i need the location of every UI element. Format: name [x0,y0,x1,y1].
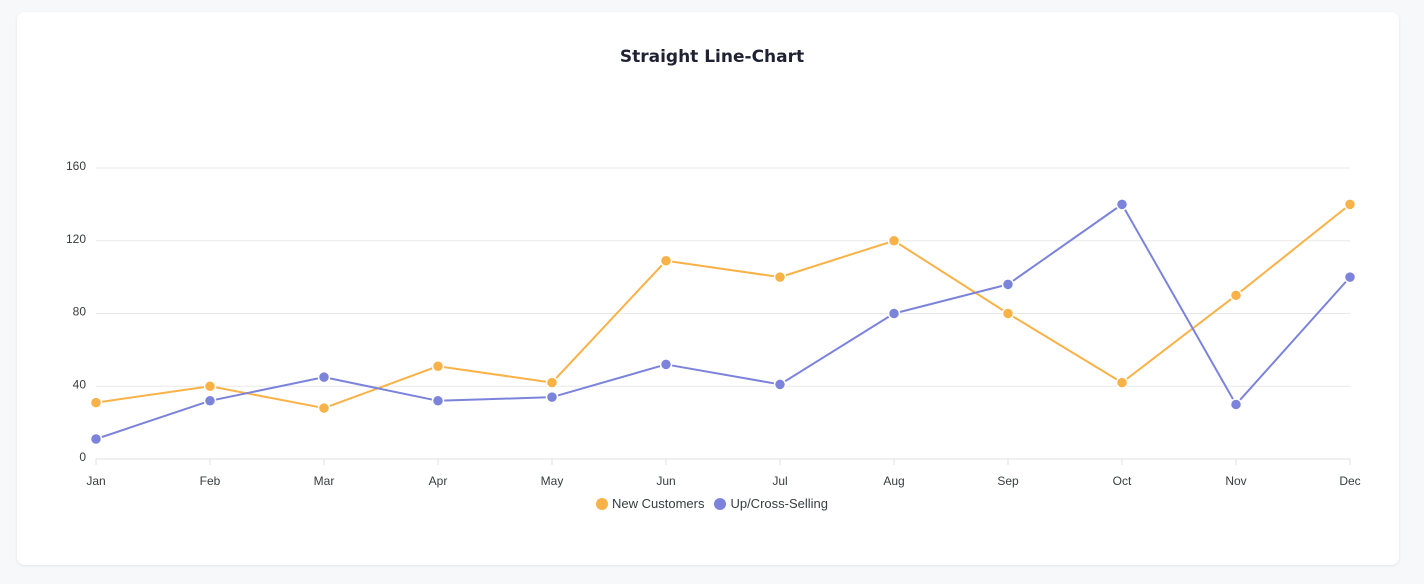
data-point-new-customers [89,396,103,409]
data-point-new-customers [203,380,217,393]
data-point-up-cross-selling [317,370,331,384]
data-point-up-cross-selling [887,307,901,320]
x-tick-label: Apr [429,474,448,488]
legend-marker-up-cross-selling [714,497,727,510]
x-tick-label: Feb [200,474,221,488]
y-tick-label: 40 [73,377,87,391]
chart-card [17,12,1399,565]
x-tick-label: Jul [772,474,787,488]
data-point-up-cross-selling [1229,398,1243,411]
legend-label-up-cross-selling: Up/Cross-Selling [730,496,828,511]
data-point-new-customers [431,359,445,373]
data-point-new-customers [659,254,673,268]
data-point-up-cross-selling [773,378,787,391]
legend-item-up-cross-selling[interactable]: Up/Cross-Selling [714,496,828,511]
data-point-new-customers [1343,198,1357,211]
data-point-new-customers [1001,307,1015,320]
data-point-new-customers [1115,376,1129,389]
chart-title: Straight Line-Chart [619,47,805,67]
series-line-new-customers [95,203,1351,410]
x-tick-label: Oct [1113,474,1132,488]
legend-label-new-customers: New Customers [611,496,705,511]
data-point-up-cross-selling [1115,198,1129,211]
data-point-new-customers [317,401,331,415]
data-point-new-customers [1229,289,1243,302]
data-point-new-customers [887,234,901,247]
data-point-up-cross-selling [659,358,673,371]
data-point-new-customers [545,376,559,389]
legend-marker-new-customers [595,497,608,510]
x-tick-label: Dec [1339,474,1360,488]
series-line-up-cross-selling [95,203,1351,440]
data-point-up-cross-selling [89,432,103,446]
data-point-up-cross-selling [545,390,559,404]
data-point-new-customers [773,270,787,284]
legend-item-new-customers[interactable]: New Customers [595,496,705,511]
data-point-up-cross-selling [1343,270,1357,284]
x-tick-label: Sep [997,474,1019,488]
x-tick-label: Mar [314,474,335,488]
x-tick-label: Aug [883,474,904,488]
data-point-up-cross-selling [203,394,217,408]
data-point-up-cross-selling [1001,278,1015,291]
y-tick-label: 0 [79,450,86,464]
data-point-up-cross-selling [431,394,445,408]
x-tick-label: Jun [656,474,675,488]
chart-legend: New Customers Up/Cross-Selling [0,496,1424,511]
x-tick-label: May [541,474,564,488]
y-tick-label: 160 [66,159,86,173]
x-tick-label: Nov [1225,474,1246,488]
y-tick-label: 80 [73,305,87,319]
x-tick-label: Jan [86,474,105,488]
y-tick-label: 120 [66,232,86,246]
